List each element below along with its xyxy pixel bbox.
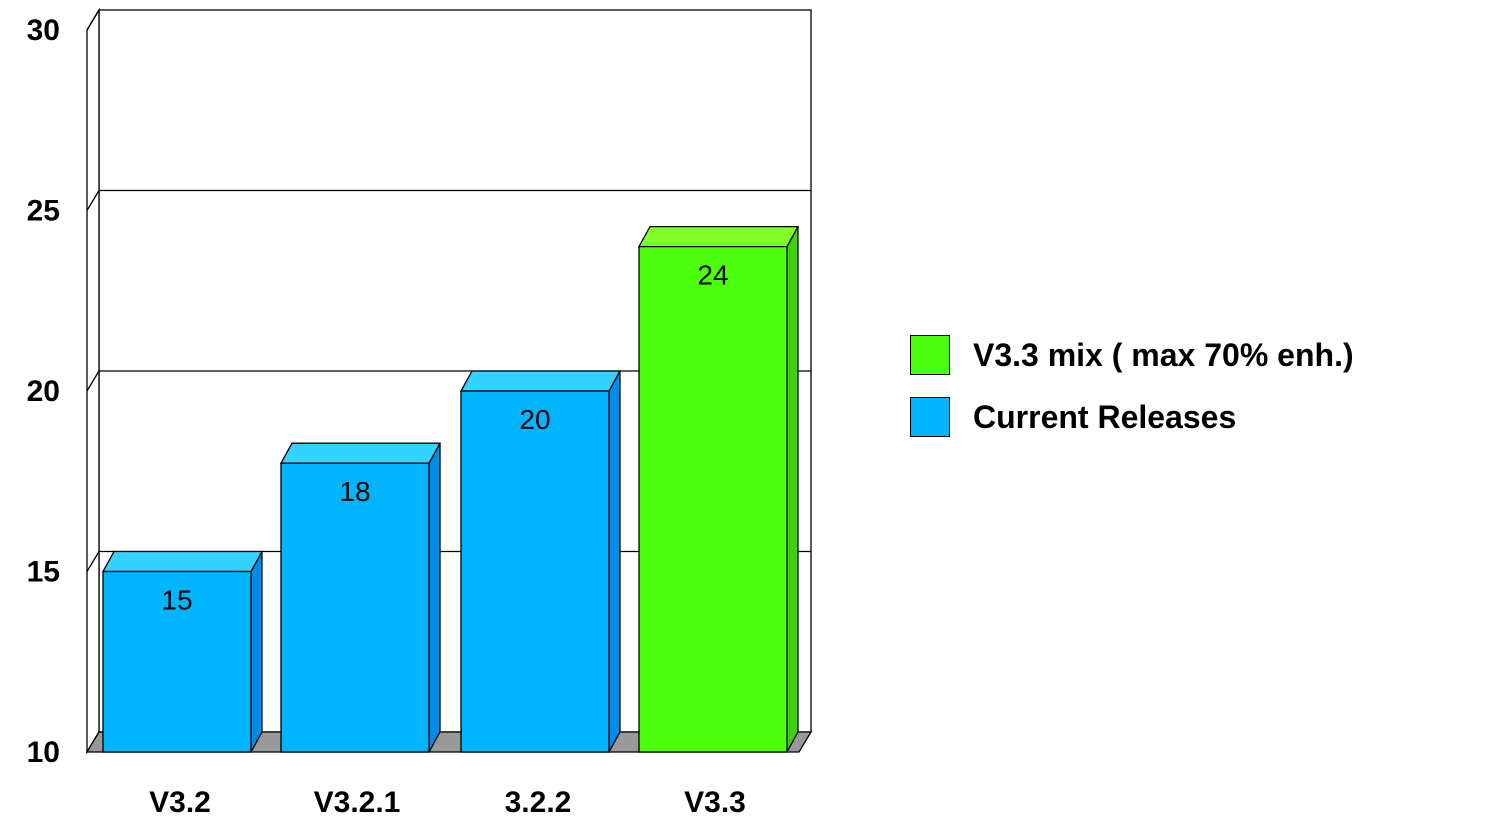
- data-label: 20: [519, 404, 550, 435]
- bar-side: [786, 226, 799, 753]
- y-tick-label: 20: [27, 375, 60, 408]
- data-label: 24: [697, 260, 728, 291]
- legend-label-current-releases: Current Releases: [973, 398, 1237, 435]
- data-label: 18: [339, 476, 370, 507]
- bar-side: [250, 551, 263, 753]
- gridline-depth: [86, 190, 100, 211]
- x-tick-label: V3.3: [684, 786, 746, 818]
- x-tick-label: V3.2: [149, 786, 211, 818]
- y-tick-label: 30: [27, 14, 60, 47]
- gridline-depth: [86, 551, 100, 572]
- x-tick-label: V3.2.1: [314, 786, 401, 818]
- bar-top: [459, 370, 622, 392]
- y-tick-label: 10: [27, 736, 60, 769]
- y-tick-label: 15: [27, 556, 60, 589]
- bar-top: [279, 442, 442, 464]
- bar-V3.3: [638, 245, 788, 753]
- bar-top: [637, 225, 800, 248]
- legend-label-v33-mix: V3.3 mix ( max 70% enh.): [973, 336, 1354, 373]
- x-tick-label: 3.2.2: [505, 786, 572, 818]
- bar-side: [428, 442, 441, 753]
- legend-item-v33-mix: V3.3 mix ( max 70% enh.): [910, 324, 1354, 386]
- y-tick-label: 25: [27, 195, 60, 228]
- bar-3.2.2: [460, 390, 610, 753]
- bar-V3.2: [102, 570, 252, 753]
- legend: V3.3 mix ( max 70% enh.) Current Release…: [910, 324, 1354, 448]
- legend-swatch-blue: [910, 397, 950, 437]
- legend-swatch-green: [910, 335, 950, 375]
- bar-top: [101, 550, 264, 573]
- legend-item-current-releases: Current Releases: [910, 386, 1354, 448]
- gridline-depth: [86, 370, 100, 392]
- gridline-depth: [86, 9, 100, 31]
- data-label: 15: [161, 585, 192, 616]
- bar-side: [608, 370, 621, 753]
- bar-V3.2.1: [280, 462, 430, 753]
